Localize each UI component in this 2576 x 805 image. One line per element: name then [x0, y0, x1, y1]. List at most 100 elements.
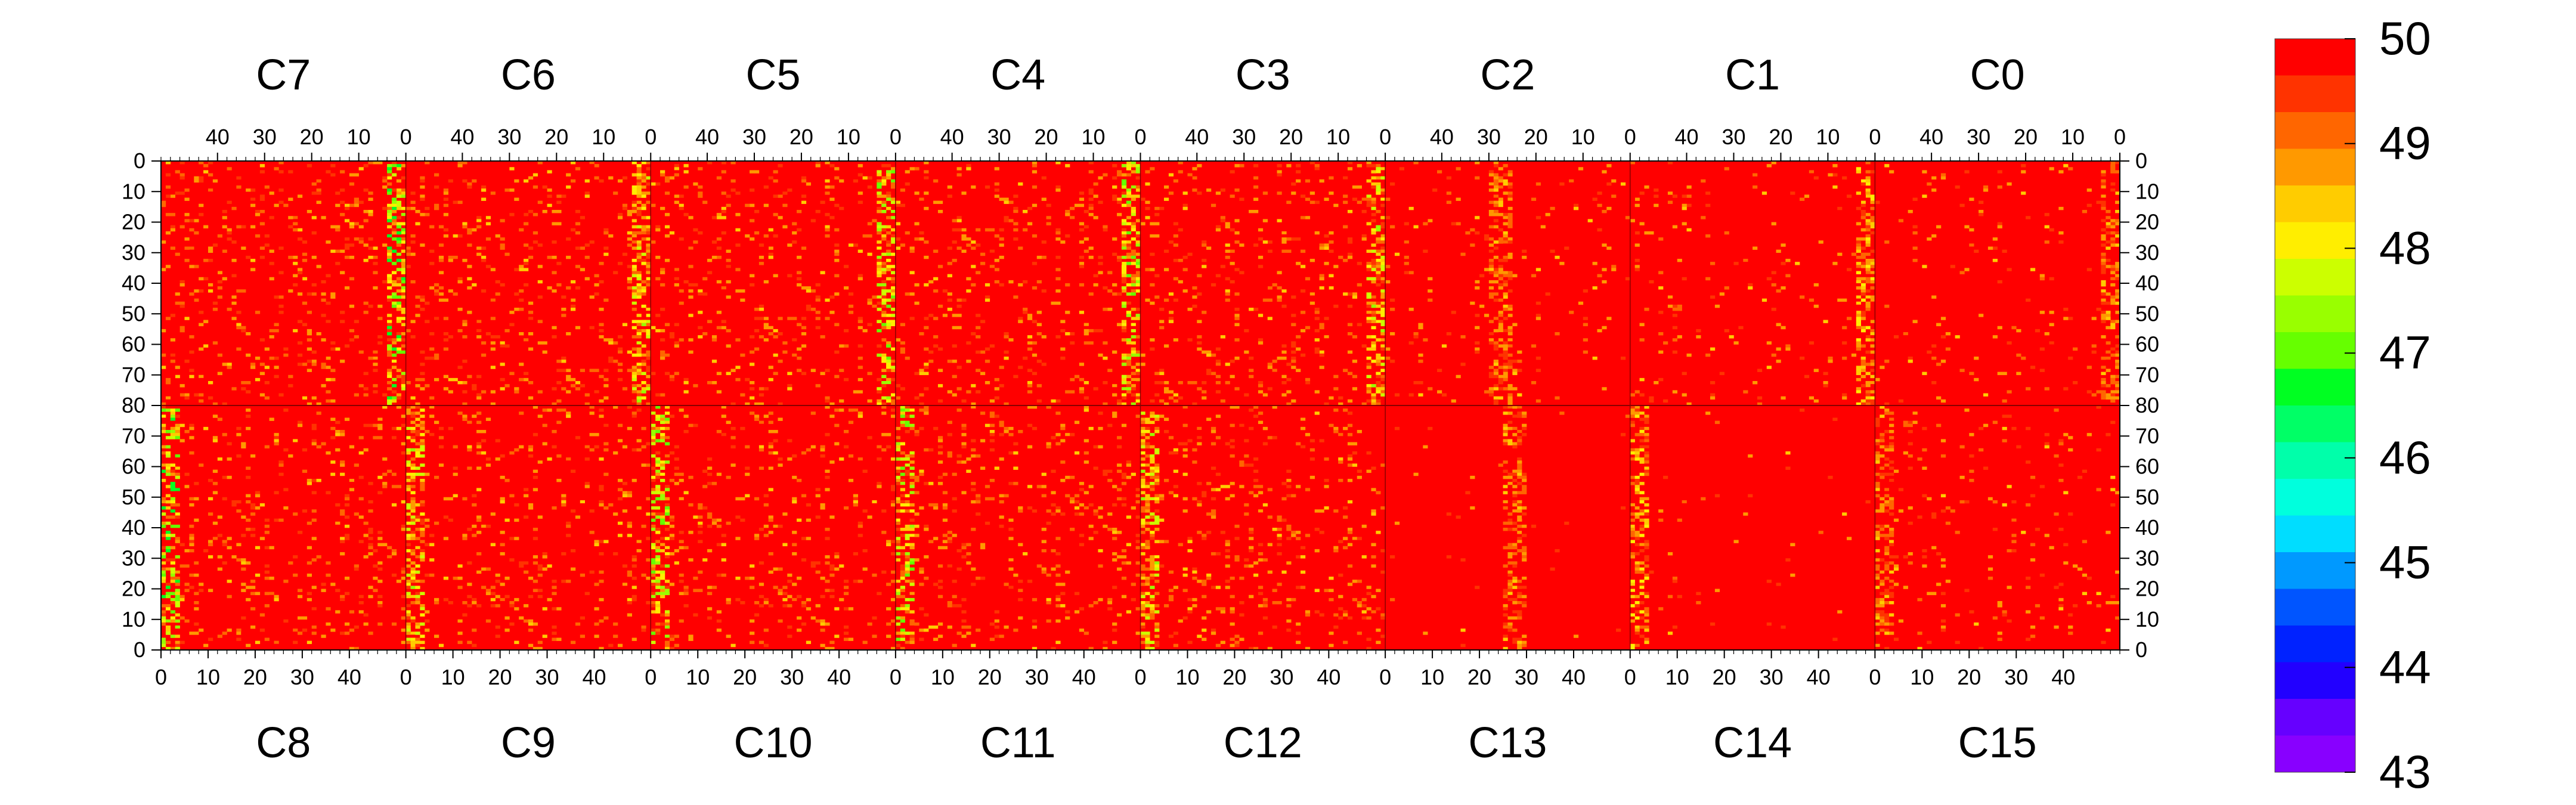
- heatmap-cell: [227, 200, 232, 205]
- heatmap-cell: [354, 320, 359, 323]
- heatmap-cell: [651, 326, 656, 330]
- heatmap-cell: [552, 631, 557, 635]
- heatmap-cell: [763, 326, 769, 330]
- heatmap-cell: [711, 255, 717, 259]
- heatmap-cell: [500, 377, 505, 382]
- heatmap-cell: [594, 381, 599, 385]
- heatmap-cell: [905, 320, 910, 323]
- heatmap-cell: [161, 240, 166, 244]
- heatmap-cell: [212, 271, 218, 274]
- heatmap-cell: [683, 213, 689, 216]
- heatmap-cell: [763, 185, 769, 189]
- heatmap-cell: [410, 577, 416, 580]
- heatmap-cell: [429, 408, 435, 412]
- heatmap-cell: [900, 466, 905, 470]
- heatmap-cell: [571, 509, 576, 513]
- heatmap-cell: [627, 237, 632, 241]
- heatmap-cell: [175, 436, 180, 439]
- heatmap-cell: [472, 643, 477, 648]
- heatmap-cell: [664, 631, 670, 635]
- heatmap-cell: [199, 463, 204, 467]
- heatmap-cell: [1135, 308, 1141, 311]
- heatmap-cell: [410, 466, 416, 470]
- heatmap-cell: [679, 506, 684, 510]
- heatmap-cell: [179, 176, 185, 180]
- heatmap-cell: [881, 402, 887, 406]
- heatmap-cell: [321, 216, 326, 219]
- heatmap-cell: [895, 445, 901, 449]
- heatmap-cell: [961, 426, 967, 431]
- heatmap-cell: [532, 537, 538, 540]
- heatmap-cell: [354, 335, 359, 339]
- heatmap-cell: [636, 167, 642, 171]
- heatmap-cell: [881, 271, 887, 274]
- heatmap-cell: [956, 631, 962, 635]
- heatmap-cell: [693, 240, 698, 244]
- heatmap-cell: [1004, 402, 1009, 406]
- heatmap-cell: [646, 225, 651, 229]
- heatmap-cell: [651, 640, 656, 645]
- heatmap-cell: [655, 631, 661, 635]
- heatmap-cell: [472, 173, 477, 177]
- heatmap-cell: [674, 561, 679, 565]
- heatmap-cell: [660, 460, 665, 464]
- heatmap-cell: [890, 265, 896, 268]
- heatmap-cell: [170, 353, 175, 357]
- heatmap-cell: [246, 500, 251, 504]
- heatmap-cell: [829, 573, 835, 577]
- heatmap-cell: [425, 384, 430, 388]
- heatmap-cell: [1018, 506, 1023, 510]
- heatmap-cell: [651, 622, 656, 626]
- heatmap-cell: [655, 555, 661, 559]
- heatmap-cell: [1107, 271, 1113, 274]
- heatmap-cell: [961, 583, 967, 586]
- heatmap-cell: [552, 488, 557, 491]
- heatmap-cell: [1126, 252, 1132, 256]
- heatmap-cell: [1135, 384, 1141, 388]
- heatmap-cell: [382, 472, 388, 476]
- heatmap-cell: [396, 396, 402, 400]
- heatmap-cell: [820, 472, 825, 476]
- heatmap-cell: [476, 561, 482, 565]
- heatmap-cell: [942, 515, 948, 519]
- heatmap-cell: [387, 344, 392, 348]
- heatmap-cell: [165, 631, 171, 635]
- heatmap-cell: [810, 390, 816, 394]
- heatmap-cell: [877, 265, 882, 268]
- heatmap-cell: [1032, 619, 1038, 623]
- heatmap-cell: [839, 399, 844, 403]
- heatmap-cell: [758, 640, 764, 645]
- heatmap-cell: [651, 500, 656, 504]
- heatmap-cell: [283, 619, 289, 623]
- heatmap-cell: [1131, 274, 1136, 278]
- heatmap-cell: [909, 249, 915, 253]
- heatmap-cell: [801, 341, 807, 345]
- heatmap-cell: [773, 506, 778, 510]
- heatmap-cell: [895, 518, 901, 522]
- heatmap-cell: [387, 314, 392, 317]
- heatmap-cell: [961, 234, 967, 238]
- heatmap-cell: [1126, 246, 1132, 250]
- heatmap-cell: [1065, 289, 1070, 293]
- heatmap-cell: [961, 399, 967, 403]
- heatmap-cell: [1093, 335, 1098, 339]
- heatmap-cell: [500, 246, 505, 250]
- heatmap-cell: [547, 170, 552, 174]
- heatmap-cell: [1070, 377, 1075, 382]
- heatmap-cell: [495, 604, 500, 608]
- heatmap-cell: [867, 353, 872, 357]
- heatmap-cell: [589, 326, 595, 330]
- heatmap-cell: [566, 411, 571, 415]
- heatmap-cell: [890, 552, 896, 556]
- heatmap-cell: [443, 387, 448, 391]
- heatmap-cell: [646, 271, 651, 274]
- heatmap-cell: [335, 262, 340, 265]
- heatmap-cell: [509, 604, 515, 608]
- heatmap-cell: [919, 607, 924, 611]
- heatmap-cell: [839, 457, 844, 461]
- heatmap-cell: [161, 466, 166, 470]
- heatmap-cell: [664, 317, 670, 320]
- heatmap-cell: [170, 436, 175, 439]
- heatmap-cell: [387, 210, 392, 213]
- heatmap-cell: [443, 234, 448, 238]
